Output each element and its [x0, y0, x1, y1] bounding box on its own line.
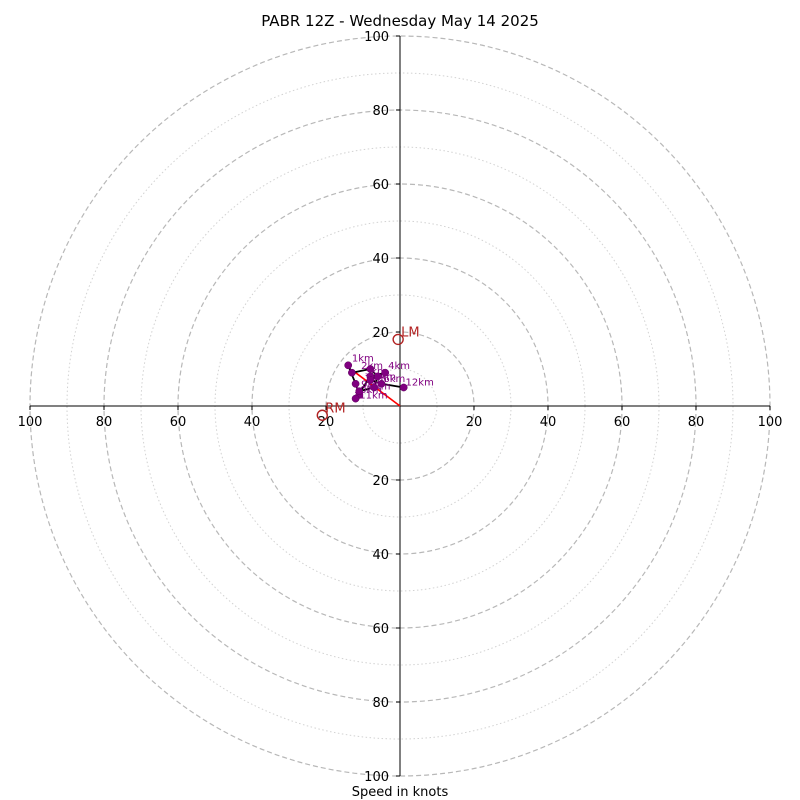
shear-vector [355, 372, 401, 407]
x-tick-label: 100 [18, 415, 43, 430]
height-label: 11km [359, 391, 387, 402]
shear-vector-group [355, 372, 401, 407]
hodograph-point [344, 361, 353, 370]
height-label: 9km [361, 380, 383, 391]
y-tick-label: 40 [372, 252, 389, 267]
hodograph-point [381, 368, 390, 377]
storm-motion-label-rm: RM [325, 401, 345, 416]
storm-motion-marker-lm [392, 333, 404, 346]
y-tick-label: 20 [372, 474, 389, 489]
y-tick-label: 60 [372, 178, 389, 193]
y-tick-label: 20 [372, 326, 389, 341]
height-label: 7km [365, 374, 387, 385]
height-label: 12km [406, 378, 434, 389]
hodograph-point [370, 383, 378, 392]
hodograph-trace [344, 361, 408, 403]
height-label: 8km [369, 381, 391, 392]
tick-labels: 100 100 80 80 60 60 40 40 20 20 20 20 40 40 60 60 80 80 10… [18, 30, 783, 785]
storm-motion-marker-rm [316, 409, 328, 421]
x-tick-label: 40 [540, 415, 557, 430]
height-label: 6km [383, 374, 405, 385]
y-tick-label: 60 [372, 622, 389, 637]
x-tick-label: 80 [688, 415, 705, 430]
x-tick-label: 60 [170, 415, 187, 430]
hodograph-point [399, 383, 408, 392]
hodograph-point [351, 394, 360, 403]
hodograph-point [348, 368, 356, 377]
x-tick-label: 80 [96, 415, 113, 430]
y-tick-label: 100 [364, 30, 389, 45]
height-label: 4km [388, 361, 410, 372]
hodograph-point [351, 379, 360, 388]
height-label: 3km [365, 367, 387, 378]
hodograph-point [366, 376, 375, 384]
y-tick-label: 80 [372, 104, 389, 119]
y-tick-label: 40 [372, 548, 389, 563]
hodograph-point [377, 379, 386, 388]
height-label: 10km [354, 385, 382, 396]
chart-title: PABR 12Z - Wednesday May 14 2025 [261, 12, 539, 30]
x-tick-label: 20 [466, 415, 483, 430]
x-tick-label: 100 [758, 415, 783, 430]
storm-motion-markers: LM RM [316, 325, 420, 421]
y-tick-label: 80 [372, 696, 389, 711]
storm-motion-label-lm: LM [401, 325, 419, 340]
x-axis-label: Speed in knots [352, 785, 449, 800]
x-tick-label: 20 [318, 415, 335, 430]
height-label: 5km [374, 372, 396, 383]
x-tick-label: 60 [614, 415, 631, 430]
height-label: 1km [352, 354, 374, 365]
height-label: 2km [361, 361, 383, 372]
y-tick-label: 100 [364, 770, 389, 785]
x-tick-label: 40 [244, 415, 261, 430]
hodograph-point [355, 387, 364, 396]
